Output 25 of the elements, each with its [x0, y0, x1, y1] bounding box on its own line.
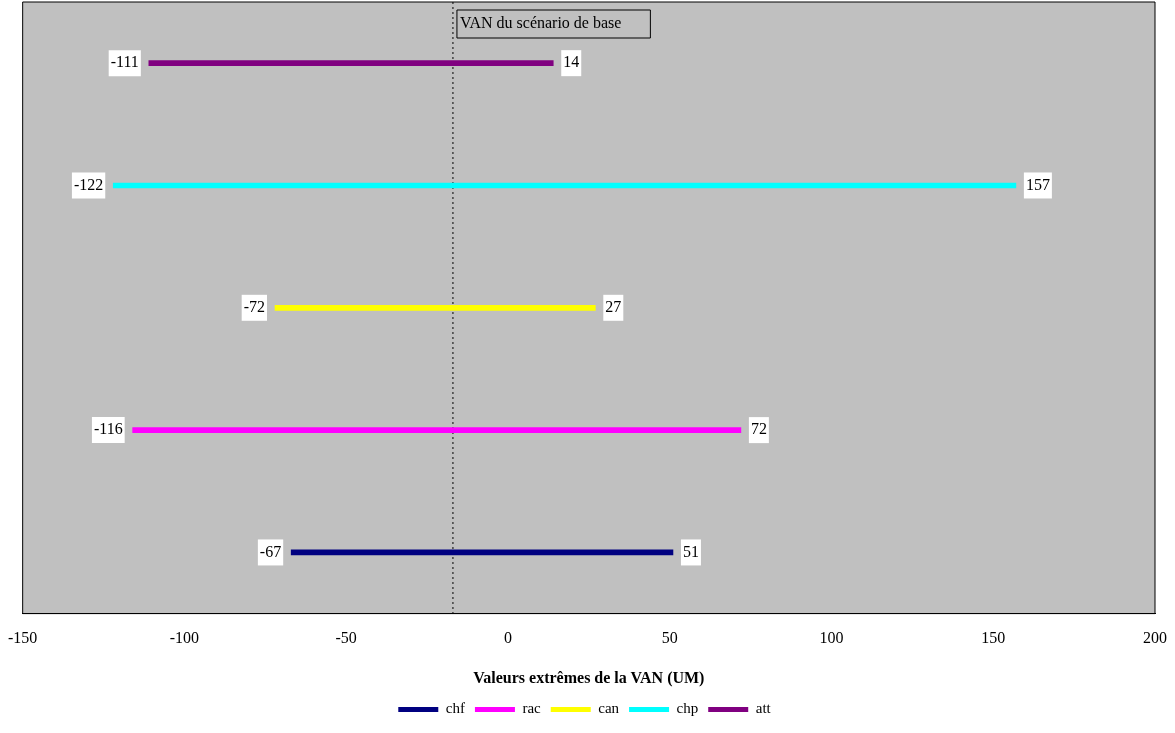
annotation: 27	[605, 298, 622, 315]
x-tick-label: -50	[335, 629, 357, 647]
legend-label: chf	[445, 700, 465, 717]
legend-label: rac	[522, 700, 542, 717]
legend-label: can	[598, 700, 620, 717]
x-axis-title: Valeurs extrêmes de la VAN (UM)	[473, 668, 705, 687]
ref-line-label: VAN du scénario de base	[459, 14, 622, 32]
annotation: -72	[243, 298, 266, 315]
x-tick-label: 200	[1143, 629, 1167, 647]
x-tick-label: 50	[661, 629, 678, 647]
legend-label: chp	[676, 700, 699, 717]
x-tick-label: 0	[503, 629, 512, 647]
annotation: 51	[682, 542, 699, 560]
annotation: -111	[110, 53, 139, 71]
annotation: 14	[563, 53, 580, 71]
x-tick-label: -100	[169, 629, 200, 647]
annotation: -116	[93, 420, 123, 438]
annotation: 157	[1025, 175, 1050, 193]
x-tick-label: 100	[819, 629, 844, 647]
x-tick-label: 150	[981, 629, 1006, 647]
annotation: 72	[750, 420, 767, 438]
x-tick-label: -150	[8, 629, 38, 647]
annotation: -122	[73, 175, 104, 193]
legend-label: att	[755, 700, 772, 717]
annotation: -67	[259, 542, 282, 560]
